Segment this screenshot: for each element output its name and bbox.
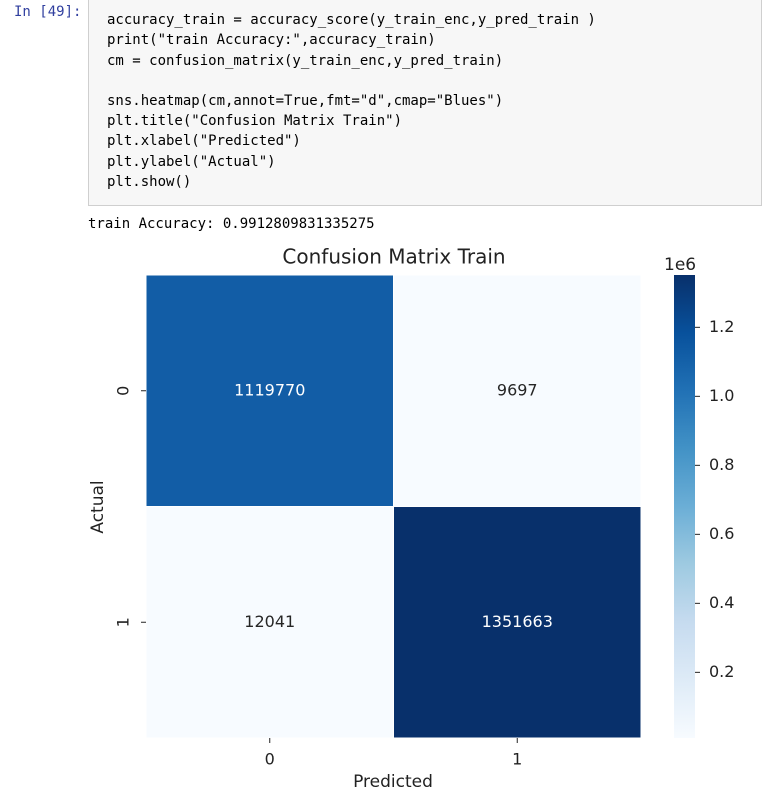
- x-tick-label: 1: [512, 750, 522, 769]
- colorbar-offset: 1e6: [664, 255, 696, 275]
- x-axis-label: Predicted: [353, 772, 433, 792]
- code-block: accuracy_train = accuracy_score(y_train_…: [107, 10, 761, 71]
- heatmap-cell: [145, 274, 394, 507]
- heatmap-cell: [145, 506, 394, 739]
- colorbar-tick-label: 1.2: [709, 317, 734, 336]
- chart-title: Confusion Matrix Train: [282, 245, 505, 269]
- code-line: plt.title("Confusion Matrix Train"): [107, 113, 403, 130]
- colorbar: [674, 275, 695, 738]
- code-line: cm = confusion_matrix(y_train_enc,y_pred…: [107, 52, 504, 69]
- code-line: plt.ylabel("Actual"): [107, 153, 276, 170]
- colorbar-tick-label: 1.0: [709, 386, 734, 405]
- y-tick-label: 0: [114, 386, 133, 396]
- cell-annotation: 1119770: [234, 380, 305, 399]
- y-tick-label: 1: [114, 617, 133, 627]
- y-axis-label: Actual: [88, 480, 108, 533]
- heatmap-cell: [393, 274, 642, 507]
- code-line: sns.heatmap(cm,annot=True,fmt="d",cmap="…: [107, 92, 504, 109]
- cell-output: train Accuracy: 0.9912809831335275: [88, 216, 375, 232]
- colorbar-tick-label: 0.6: [709, 524, 734, 543]
- code-cell[interactable]: accuracy_train = accuracy_score(y_train_…: [88, 0, 762, 206]
- cell-annotation: 1351663: [482, 612, 553, 631]
- code-line: accuracy_train = accuracy_score(y_train_…: [107, 12, 596, 28]
- code-line: plt.xlabel("Predicted"): [107, 133, 301, 150]
- colorbar-tick-label: 0.8: [709, 455, 734, 474]
- code-line: print("train Accuracy:",accuracy_train): [107, 32, 436, 49]
- cell-annotation: 12041: [244, 612, 295, 631]
- x-tick-label: 0: [265, 750, 275, 769]
- colorbar-tick-label: 0.4: [709, 593, 734, 612]
- code-block: sns.heatmap(cm,annot=True,fmt="d",cmap="…: [107, 91, 761, 192]
- cell-prompt: In [49]:: [14, 4, 82, 20]
- code-line: plt.show(): [107, 174, 192, 191]
- colorbar-tick-label: 0.2: [709, 662, 734, 681]
- cell-annotation: 9697: [497, 380, 538, 399]
